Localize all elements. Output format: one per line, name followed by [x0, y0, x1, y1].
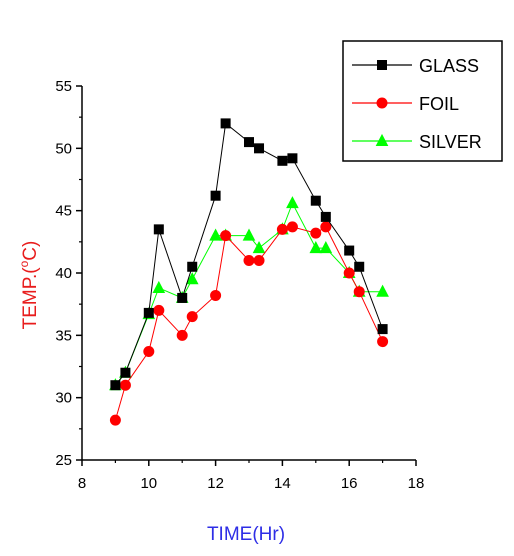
x-tick-label: 8 [78, 475, 86, 492]
data-point [276, 223, 288, 235]
x-axis-label: TIME(Hr) [207, 524, 285, 545]
data-point [309, 240, 323, 254]
x-tick-label: 16 [341, 475, 358, 492]
legend: GLASS FOIL SILVER [342, 40, 503, 162]
data-point [310, 227, 322, 239]
data-point [110, 380, 121, 391]
data-point [277, 155, 288, 166]
data-point [153, 304, 165, 316]
data-point [177, 292, 188, 303]
data-point [353, 286, 365, 298]
data-point [377, 324, 388, 335]
data-point [287, 153, 298, 164]
data-point [153, 224, 164, 235]
legend-label-glass: GLASS [419, 56, 479, 76]
y-tick-label: 35 [55, 327, 72, 344]
series-group [109, 118, 389, 426]
data-point [185, 272, 199, 285]
y-tick-label: 25 [55, 452, 72, 469]
data-point [376, 284, 389, 297]
legend-marker-glass [377, 60, 387, 70]
data-point [320, 211, 331, 222]
y-axis-label-main: TEMP.( [20, 267, 41, 330]
x-tick-label: 18 [408, 475, 425, 492]
data-point [253, 255, 265, 267]
data-point [254, 143, 265, 154]
y-axis-label: TEMP.(oC) [17, 241, 41, 330]
data-point [310, 195, 321, 206]
data-point [242, 228, 256, 241]
y-axis-label-superscript: o [17, 260, 31, 267]
data-point [119, 379, 131, 391]
y-tick-label: 40 [55, 265, 72, 282]
data-point [176, 329, 188, 341]
data-point [220, 118, 231, 129]
data-point [344, 245, 355, 256]
y-axis-label-end: C) [20, 241, 41, 261]
data-point [320, 221, 332, 233]
legend-marker-foil [376, 97, 388, 109]
data-point [209, 228, 222, 241]
y-tick-label: 55 [55, 78, 72, 95]
data-point [220, 230, 232, 242]
data-point [343, 267, 355, 279]
x-tick-label: 14 [274, 475, 291, 492]
data-point [377, 336, 389, 348]
data-point [152, 280, 166, 293]
series-foil [109, 221, 389, 426]
y-tick-label: 45 [55, 203, 72, 220]
legend-label-foil: FOIL [419, 94, 459, 114]
data-point [143, 346, 155, 358]
data-point [244, 137, 254, 148]
x-tick-label: 12 [207, 475, 224, 492]
data-point [286, 221, 298, 233]
y-tick-label: 50 [55, 140, 72, 157]
data-point [143, 307, 154, 318]
axes: 25 30 35 40 45 50 55 8 10 12 14 16 18 [55, 78, 424, 492]
data-point [286, 196, 299, 209]
data-point [354, 261, 365, 272]
series-line [115, 122, 384, 386]
data-point [243, 255, 255, 267]
legend-marker-silver [375, 133, 389, 146]
y-tick-label: 30 [55, 390, 72, 407]
x-tick-label: 10 [140, 475, 157, 492]
data-point [252, 240, 266, 254]
series-glass [110, 118, 388, 391]
data-point [319, 240, 333, 254]
legend-label-silver: SILVER [419, 132, 482, 152]
data-point [186, 311, 198, 323]
data-point [120, 367, 131, 378]
data-point [187, 261, 198, 272]
data-point [109, 414, 121, 426]
data-point [210, 289, 222, 301]
data-point [210, 190, 221, 201]
